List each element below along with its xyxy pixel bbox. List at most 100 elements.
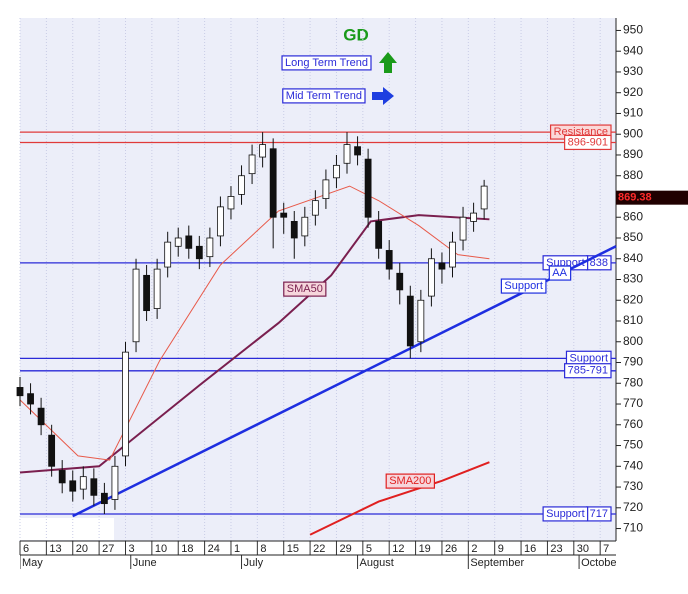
x-tick-label: 16 [524,543,536,555]
trend-label: Mid Term Trend [286,90,362,102]
candle-body [290,220,298,239]
candle-body [280,212,288,218]
y-tick-label: 910 [623,106,643,120]
y-tick-label: 800 [623,334,643,348]
x-tick-label: 1 [234,543,240,555]
y-tick-label: 900 [623,126,643,140]
y-tick-label: 950 [623,23,643,37]
indicator-line [19,185,490,461]
level-label: 785-791 [568,365,608,377]
candle-body [27,393,34,405]
trend-arrow [372,87,394,105]
candle-body [122,351,129,457]
candle-body [248,154,256,175]
candle-body [343,144,351,164]
y-tick-label: 930 [623,64,643,78]
candle-body [364,158,372,218]
y-tick-label: 720 [623,500,643,514]
level-label: 896-901 [568,136,608,148]
month-label: August [360,557,394,569]
level-label-box [564,134,612,151]
x-tick-label: 29 [339,543,351,555]
candle-body [206,237,214,258]
x-tick-label: 24 [208,543,220,555]
candle-body [417,299,425,343]
level-label: Support [569,352,608,364]
y-tick-label: 840 [623,251,643,265]
candle-body [58,470,66,484]
x-tick-label: 3 [128,543,134,555]
candle-body [143,274,150,312]
candle-body [164,241,172,268]
candle-body [132,268,140,343]
candle-body [195,245,203,260]
y-tick-label: 890 [623,147,643,161]
last-price: 869.38 [618,192,652,204]
month-labels: May June July August September October [20,555,620,569]
candle-body [90,478,98,496]
month-label: July [244,557,264,569]
candle-body [48,434,56,467]
candle-body [480,185,488,210]
candle-body [100,492,108,505]
candle-body [385,250,393,270]
candle-body [238,175,245,195]
trendline-label-box [500,278,547,294]
x-tick-label: 30 [577,543,589,555]
y-tick-label: 710 [623,521,643,535]
indicator-line [309,461,490,536]
level-tag: 717 [590,508,608,520]
chart-title: GD [343,25,369,44]
candle-body [111,465,119,500]
candle-body [227,196,235,210]
candle-body [217,206,224,237]
month-label: October [581,557,620,569]
candle-body [269,148,277,218]
candle-body [406,295,414,347]
x-tick-label: 20 [76,543,88,555]
trend-label-box [281,55,372,71]
x-tick-label: 2 [471,543,477,555]
candle-body [459,216,467,241]
trendline-label: Support [504,280,543,292]
trendline-tag: AA [552,267,567,279]
candle-body [311,200,319,216]
x-tick-label: 9 [498,543,504,555]
candle-body [470,212,477,222]
candle-body [185,235,193,249]
candle-body [174,237,182,247]
level-label: Support [546,508,585,520]
trendline-tag-box [548,265,572,281]
y-tick-label: 730 [623,479,643,493]
candle-body [396,272,404,291]
candle-body [69,480,77,492]
y-tick-label: 920 [623,85,643,99]
x-tick-label: 10 [155,543,167,555]
y-tick-label: 740 [623,458,643,472]
y-tick-label: 810 [623,313,643,327]
x-tick-label: 26 [445,543,457,555]
indicator-label: SMA200 [389,475,431,487]
y-tick-label: 780 [623,375,643,389]
x-tick-label: 27 [102,543,114,555]
last-price-box [616,190,688,205]
x-tick-label: 13 [49,543,61,555]
y-tick-label: 820 [623,292,643,306]
x-tick-label: 12 [392,543,404,555]
indicator-label: SMA50 [287,283,323,295]
x-tick-label: 22 [313,543,325,555]
trend-label: Long Term Trend [285,57,368,69]
blank-patch [20,518,114,540]
candle-body [16,387,24,397]
candle-body [37,407,45,426]
candle-body [427,258,435,297]
candle-body [375,220,383,249]
trend-arrow [379,52,397,73]
y-tick-label: 880 [623,168,643,182]
indicator-line [19,214,490,474]
y-tick-label: 940 [623,43,643,57]
x-tick-label: 6 [23,543,29,555]
y-tick-label: 860 [623,209,643,223]
indicator-label-box [283,281,327,297]
